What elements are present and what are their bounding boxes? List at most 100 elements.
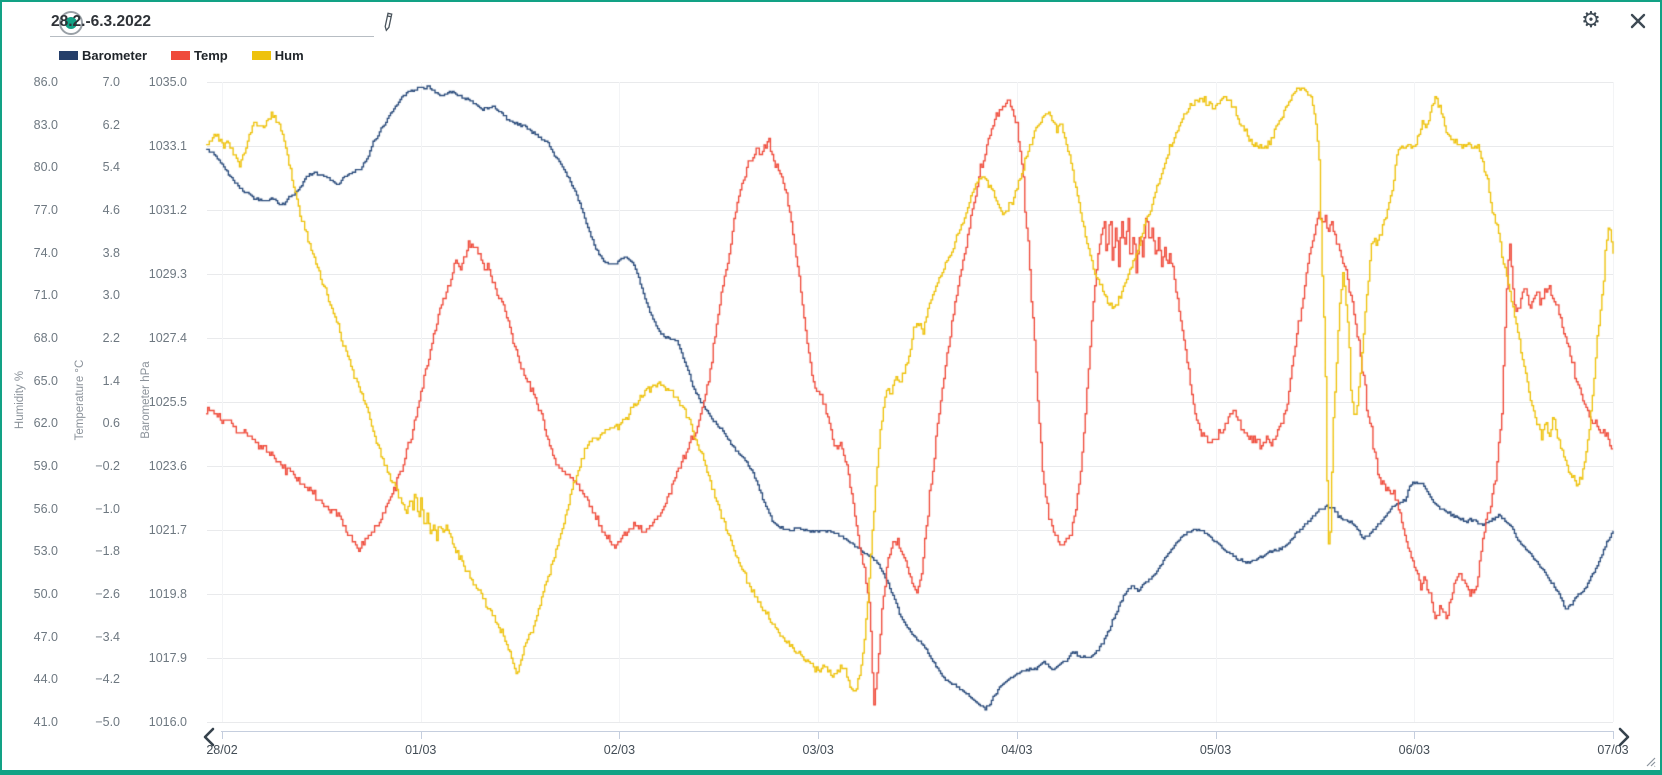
h-gridline	[207, 274, 1613, 275]
x-axis-tick	[619, 731, 621, 739]
title-field[interactable]: 28.2.-6.3.2022	[50, 10, 374, 37]
legend-swatch-icon	[59, 50, 78, 60]
x-tick-label: 05/03	[1199, 743, 1232, 757]
y-tick-label: −3.4	[95, 629, 120, 644]
y-tick-label: 68.0	[33, 331, 58, 345]
v-gridline	[1414, 82, 1416, 722]
v-gridline	[420, 82, 422, 722]
x-axis-tick	[222, 731, 223, 739]
h-gridline	[207, 210, 1613, 211]
v-gridline	[619, 82, 621, 722]
y-tick-label: 77.0	[33, 203, 58, 217]
legend-label: Temp	[194, 47, 228, 63]
scroll-left-icon[interactable]	[202, 727, 216, 752]
legend: Barometer Temp Hum	[59, 47, 328, 63]
y-tick-label: −1.8	[95, 544, 120, 559]
y-tick-label: 47.0	[33, 629, 58, 644]
y-tick-label: 1.4	[102, 373, 120, 388]
v-gridline	[818, 82, 820, 722]
close-icon[interactable]	[1629, 12, 1647, 30]
y-axis-title: Barometer hPa	[140, 361, 152, 439]
v-gridline	[1016, 82, 1018, 722]
y-tick-label: 5.4	[102, 160, 120, 175]
x-tick-label: 04/03	[1001, 743, 1033, 757]
y-tick-label: 7.0	[102, 75, 120, 89]
h-gridline	[207, 82, 1613, 83]
y-tick-label: 3.8	[102, 245, 120, 260]
legend-item-barometer[interactable]: Barometer	[59, 48, 147, 63]
x-tick-label: 06/03	[1398, 743, 1430, 757]
resize-handle[interactable]	[1642, 753, 1656, 767]
y-tick-label: 1019.8	[148, 587, 187, 601]
h-gridline	[207, 658, 1613, 659]
y-tick-label: 62.0	[33, 416, 58, 431]
y-tick-label: 71.0	[33, 288, 58, 303]
y-tick-label: 83.0	[33, 117, 58, 132]
v-gridline	[1612, 82, 1614, 722]
y-tick-label: 1035.0	[148, 75, 187, 89]
x-axis-tick	[1414, 731, 1416, 739]
x-tick-label: 01/03	[405, 743, 437, 757]
y-tick-label: 4.6	[102, 203, 120, 217]
y-tick-label: 1021.7	[148, 523, 187, 537]
y-tick-label: 3.0	[102, 288, 120, 303]
y-tick-label: 6.2	[102, 117, 120, 132]
y-tick-label: 86.0	[33, 75, 58, 89]
x-axis-tick	[420, 731, 422, 739]
y-tick-label: 1023.6	[148, 459, 187, 473]
y-tick-label: 56.0	[33, 501, 58, 516]
y-axis-title: Humidity %	[14, 370, 26, 430]
y-tick-label: 1016.0	[148, 715, 187, 729]
y-tick-label: 1025.5	[148, 395, 187, 409]
h-gridline	[207, 466, 1613, 467]
y-tick-label: 1033.1	[148, 139, 187, 153]
h-gridline	[207, 594, 1613, 595]
h-gridline	[207, 530, 1613, 531]
page-title: 28.2.-6.3.2022	[51, 13, 151, 30]
y-tick-label: −2.6	[95, 587, 120, 601]
y-tick-label: 53.0	[33, 544, 58, 559]
settings-gear-icon[interactable]: ⚙	[1581, 8, 1601, 33]
y-tick-label: 1017.9	[148, 651, 187, 665]
y-tick-label: 1029.3	[148, 267, 187, 281]
y-tick-label: −0.2	[95, 459, 120, 473]
header: 28.2.-6.3.2022 ⚙	[2, 2, 1660, 42]
x-axis-tick	[818, 731, 820, 739]
x-tick-label: 02/03	[603, 743, 636, 757]
legend-swatch-icon	[171, 50, 191, 60]
v-gridline	[222, 82, 223, 722]
y-tick-label: 59.0	[33, 459, 58, 473]
y-tick-label: 80.0	[33, 160, 58, 175]
x-tick-label: 03/03	[802, 743, 834, 757]
y-tick-label: −1.0	[95, 501, 120, 516]
scroll-right-icon[interactable]	[1617, 727, 1631, 752]
edit-icon[interactable]	[378, 11, 398, 33]
legend-swatch-icon	[251, 50, 271, 60]
x-axis-tick	[1016, 731, 1018, 739]
x-axis-tick	[1612, 731, 1614, 739]
y-tick-label: −4.2	[95, 672, 120, 687]
legend-label: Hum	[274, 47, 304, 63]
y-tick-label: 0.6	[102, 416, 120, 431]
legend-item-temp[interactable]: Temp	[171, 48, 228, 63]
y-tick-label: 44.0	[33, 672, 58, 687]
y-tick-label: 2.2	[102, 331, 120, 345]
x-axis-tick	[1215, 731, 1217, 739]
y-tick-label: 74.0	[33, 245, 58, 260]
y-tick-label: 1027.4	[148, 331, 187, 345]
y-tick-label: 41.0	[33, 715, 58, 729]
x-axis-line	[221, 731, 1613, 732]
legend-label: Barometer	[82, 47, 148, 63]
h-gridline	[207, 402, 1613, 403]
y-tick-label: 50.0	[33, 587, 58, 601]
v-gridline	[1215, 82, 1217, 722]
y-tick-label: −5.0	[95, 715, 120, 729]
h-gridline	[207, 722, 1613, 723]
y-tick-label: 1031.2	[148, 203, 187, 217]
y-axis-title: Temperature °C	[74, 359, 86, 441]
h-gridline	[207, 146, 1613, 147]
legend-item-hum[interactable]: Hum	[251, 47, 304, 63]
y-tick-label: 65.0	[33, 373, 58, 388]
